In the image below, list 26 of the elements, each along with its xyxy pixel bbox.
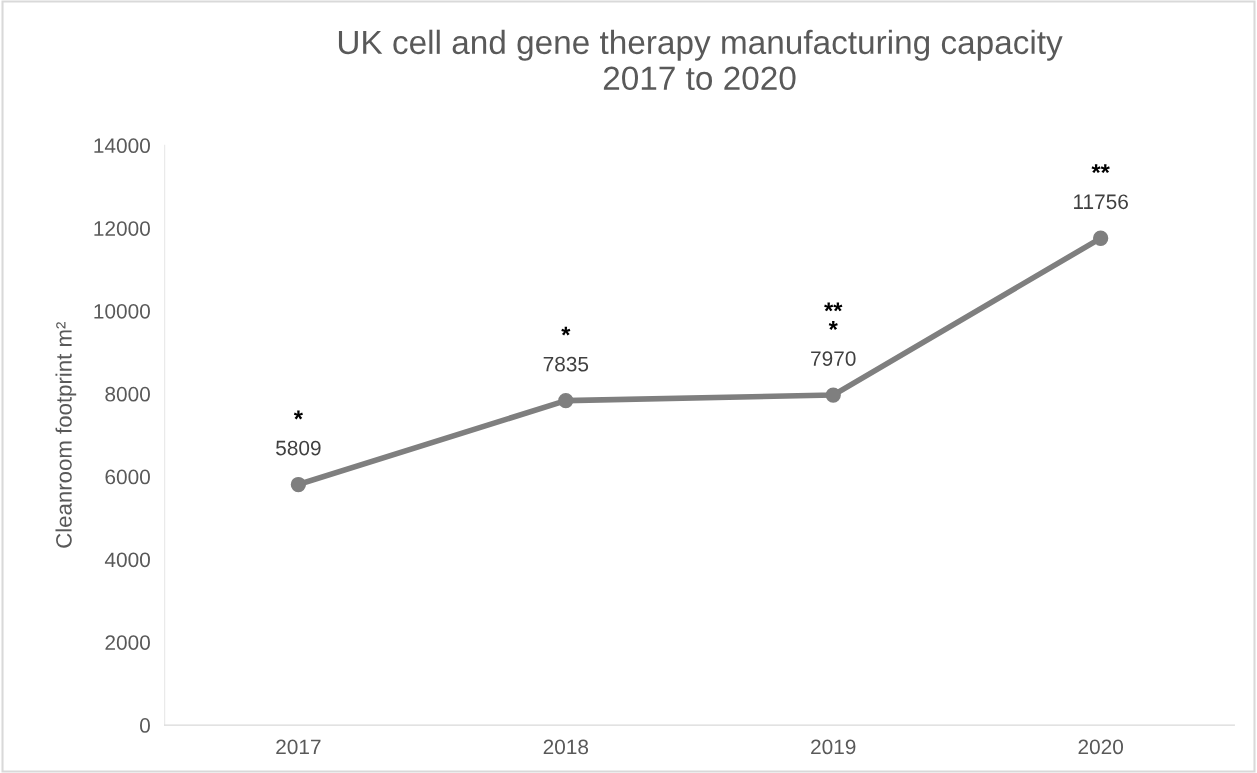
y-tick-label: 10000 xyxy=(94,303,150,319)
y-tick-label: 8000 xyxy=(105,386,150,402)
data-label: 11756 xyxy=(1074,194,1128,210)
data-label: 5809 xyxy=(276,440,321,456)
x-tick-label: 2017 xyxy=(276,739,321,755)
data-label: 7970 xyxy=(811,351,856,366)
annotation: ** * xyxy=(824,302,843,330)
x-tick-label: 2020 xyxy=(1078,739,1124,755)
point xyxy=(290,476,307,493)
x-tick-label: 2018 xyxy=(543,739,589,755)
data-label: 7835 xyxy=(543,356,589,372)
annotation: ** xyxy=(1091,164,1110,174)
annotation: * xyxy=(561,326,571,336)
chart-title: UK cell and gene therapy manufacturing capacity 2017 to 2020 xyxy=(338,29,1063,91)
y-tick-label: 14000 xyxy=(94,138,150,154)
y-tick-label: 12000 xyxy=(94,221,150,236)
annotation: * xyxy=(293,410,303,420)
point xyxy=(558,392,574,409)
y-axis-title: Cleanroom footprint m² xyxy=(55,321,77,548)
y-tick-label: 4000 xyxy=(104,552,150,568)
x-tick-label: 2019 xyxy=(811,739,856,755)
y-tick-label: 6000 xyxy=(105,469,150,485)
y-tick-label: 2000 xyxy=(105,635,150,651)
point xyxy=(1093,230,1109,246)
point xyxy=(825,387,841,403)
y-tick-label: 0 xyxy=(140,718,150,733)
